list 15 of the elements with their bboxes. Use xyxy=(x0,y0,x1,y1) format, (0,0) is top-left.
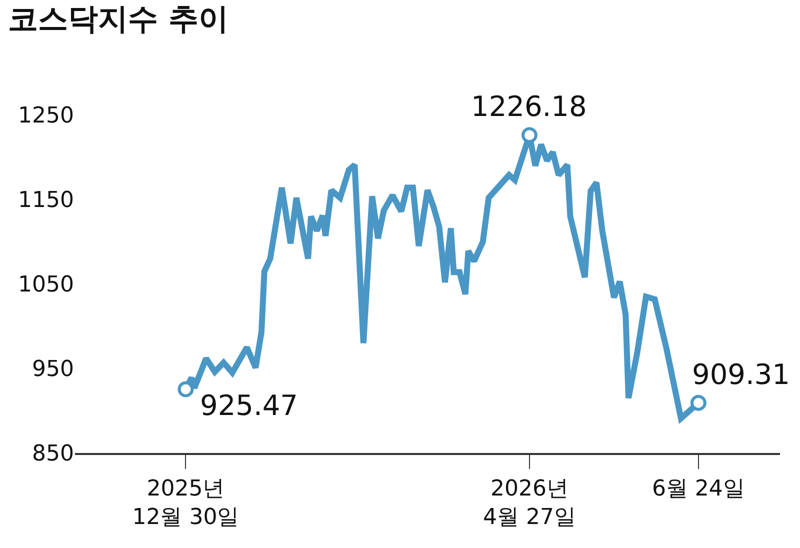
y-tick-label: 1050 xyxy=(18,272,74,298)
annotation: 1226.18 xyxy=(471,90,587,123)
point xyxy=(178,381,194,398)
y-tick-label: 950 xyxy=(32,357,74,382)
x-tick-label: 6월 24일 xyxy=(652,476,745,502)
annotation: 909.31 xyxy=(692,358,790,391)
chart-title: 코스닥지수 추이 xyxy=(8,2,228,38)
y-tick-label: 1150 xyxy=(18,188,74,214)
annotation: 925.47 xyxy=(200,389,298,422)
y-tick-label: 1250 xyxy=(18,104,74,129)
y-tick-label: 850 xyxy=(32,442,74,467)
point xyxy=(690,394,706,411)
x-tick-label: 2025년 12월 30일 xyxy=(132,476,240,530)
point xyxy=(521,127,538,144)
x-tick-label: 2026년 4월 27일 xyxy=(482,476,576,530)
